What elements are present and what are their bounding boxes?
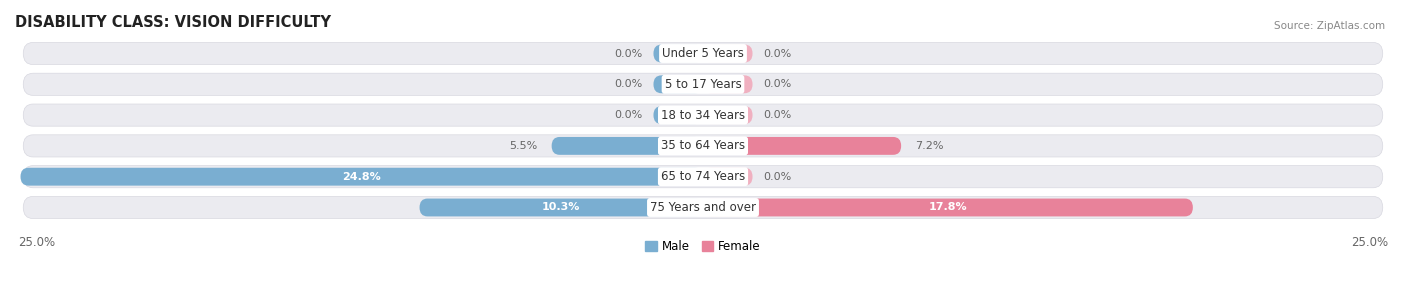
Text: 75 Years and over: 75 Years and over (650, 201, 756, 214)
Text: 0.0%: 0.0% (763, 110, 792, 120)
FancyBboxPatch shape (703, 45, 752, 63)
FancyBboxPatch shape (654, 45, 703, 63)
Text: 0.0%: 0.0% (763, 79, 792, 89)
FancyBboxPatch shape (24, 42, 1382, 65)
Text: DISABILITY CLASS: VISION DIFFICULTY: DISABILITY CLASS: VISION DIFFICULTY (15, 15, 330, 30)
Legend: Male, Female: Male, Female (641, 235, 765, 258)
Text: 18 to 34 Years: 18 to 34 Years (661, 109, 745, 122)
FancyBboxPatch shape (703, 199, 1192, 217)
Text: 0.0%: 0.0% (763, 172, 792, 182)
FancyBboxPatch shape (419, 199, 703, 217)
Text: 24.8%: 24.8% (343, 172, 381, 182)
Text: 0.0%: 0.0% (614, 110, 643, 120)
FancyBboxPatch shape (654, 106, 703, 124)
Text: 10.3%: 10.3% (543, 203, 581, 213)
Text: 7.2%: 7.2% (915, 141, 943, 151)
Text: 17.8%: 17.8% (928, 203, 967, 213)
Text: 25.0%: 25.0% (18, 236, 55, 249)
Text: 0.0%: 0.0% (614, 79, 643, 89)
FancyBboxPatch shape (703, 75, 752, 93)
Text: 0.0%: 0.0% (763, 48, 792, 59)
FancyBboxPatch shape (551, 137, 703, 155)
Text: 25.0%: 25.0% (1351, 236, 1388, 249)
FancyBboxPatch shape (703, 168, 752, 186)
FancyBboxPatch shape (703, 106, 752, 124)
FancyBboxPatch shape (24, 104, 1382, 126)
FancyBboxPatch shape (24, 135, 1382, 157)
Text: 5 to 17 Years: 5 to 17 Years (665, 78, 741, 91)
FancyBboxPatch shape (654, 75, 703, 93)
Text: 0.0%: 0.0% (614, 48, 643, 59)
Text: 65 to 74 Years: 65 to 74 Years (661, 170, 745, 183)
Text: 35 to 64 Years: 35 to 64 Years (661, 139, 745, 152)
FancyBboxPatch shape (24, 73, 1382, 95)
FancyBboxPatch shape (21, 168, 703, 186)
FancyBboxPatch shape (24, 196, 1382, 219)
Text: Source: ZipAtlas.com: Source: ZipAtlas.com (1274, 21, 1385, 31)
FancyBboxPatch shape (703, 137, 901, 155)
FancyBboxPatch shape (24, 166, 1382, 188)
Text: Under 5 Years: Under 5 Years (662, 47, 744, 60)
Text: 5.5%: 5.5% (509, 141, 538, 151)
